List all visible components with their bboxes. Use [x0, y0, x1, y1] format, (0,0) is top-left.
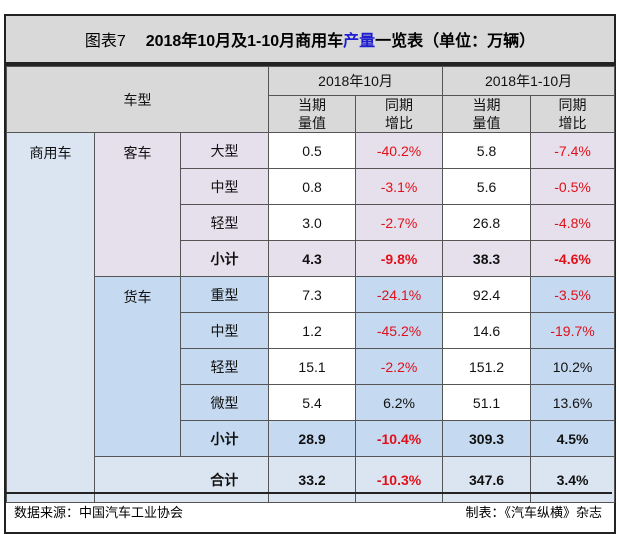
table-title: 图表7 2018年10月及1-10月商用车 产量 一览表（单位：万辆）	[4, 14, 616, 64]
subtotal-label-cell: 小计	[179, 420, 270, 457]
type-cell: 轻型	[179, 348, 270, 385]
subtotal-oct-cell: 28.9	[268, 420, 357, 457]
oct-yoy-cell: -45.2%	[355, 312, 444, 349]
oct-yoy-cell: 6.2%	[355, 384, 444, 421]
title-highlight: 产量	[343, 33, 376, 50]
header-period-oct: 2018年10月	[268, 66, 444, 96]
oct-value-cell: 15.1	[268, 348, 357, 385]
total-row: 合计 33.2 -10.3% 347.6 3.4%	[7, 456, 616, 503]
table-credit: 制表：《汽车纵横》杂志	[465, 504, 602, 520]
production-table: 车型 2018年10月 2018年1-10月 当期 量值 同期 增比 当期 量值 同期…	[5, 66, 616, 503]
table-footer: 数据来源：中国汽车工业协会 制表：《汽车纵横》杂志	[4, 492, 612, 528]
table-row: 微型 5.4 6.2% 51.1 13.6%	[7, 384, 616, 421]
oct-value-cell: 0.5	[268, 132, 357, 169]
oct-value-cell: 0.8	[268, 168, 357, 205]
header-vehicle-type: 车型	[5, 66, 270, 133]
group-cell: 货车	[94, 276, 181, 457]
type-cell: 轻型	[179, 204, 270, 241]
total-ytd-yoy-cell: 3.4%	[530, 456, 616, 503]
subtotal-ytd-yoy-cell: 4.5%	[530, 420, 616, 457]
figure-number: 图表7	[84, 33, 126, 50]
table-row: 轻型 15.1 -2.2% 151.2 10.2%	[7, 348, 616, 385]
title-text-a: 2018年10月及1-10月商用车	[145, 33, 344, 50]
oct-yoy-cell: -40.2%	[355, 132, 444, 169]
total-ytd-cell: 347.6	[442, 456, 532, 503]
total-label-cell: 合计	[180, 456, 270, 503]
oct-yoy-cell: -2.7%	[355, 204, 444, 241]
subtotal-row: 小计 28.9 -10.4% 309.3 4.5%	[7, 420, 616, 457]
title-text-b: 一览表（单位：万辆）	[375, 33, 536, 50]
oct-yoy-cell: -3.1%	[355, 168, 444, 205]
header-cur-val: 当期 量值	[442, 95, 532, 133]
group-cell: 客车	[94, 132, 181, 277]
category-cell: 商用车	[6, 132, 95, 503]
total-spacer	[94, 456, 181, 503]
data-table-frame: 车型 2018年10月 2018年1-10月 当期 量值 同期 增比 当期 量值 同期…	[4, 64, 616, 534]
data-source: 数据来源：中国汽车工业协会	[14, 504, 184, 520]
ytd-yoy-cell: 10.2%	[530, 348, 616, 385]
ytd-value-cell: 151.2	[442, 348, 532, 385]
ytd-yoy-cell: -7.4%	[530, 132, 616, 169]
oct-value-cell: 3.0	[268, 204, 357, 241]
subtotal-oct-cell: 4.3	[268, 240, 357, 277]
oct-yoy-cell: -2.2%	[355, 348, 444, 385]
oct-value-cell: 5.4	[268, 384, 357, 421]
oct-value-cell: 7.3	[268, 276, 357, 313]
header-yoy: 同期 增比	[355, 95, 444, 133]
type-cell: 中型	[179, 168, 270, 205]
ytd-yoy-cell: -4.8%	[530, 204, 616, 241]
type-cell: 重型	[179, 276, 270, 313]
ytd-yoy-cell: 13.6%	[530, 384, 616, 421]
header-period-ytd: 2018年1-10月	[442, 66, 616, 96]
oct-yoy-cell: -24.1%	[355, 276, 444, 313]
table-row: 中型 1.2 -45.2% 14.6 -19.7%	[7, 312, 616, 349]
ytd-yoy-cell: -19.7%	[530, 312, 616, 349]
table-row: 商用车 客车 大型 0.5 -40.2% 5.8 -7.4%	[6, 132, 616, 503]
total-oct-yoy-cell: -10.3%	[355, 456, 444, 503]
table-row: 中型 0.8 -3.1% 5.6 -0.5%	[7, 168, 616, 205]
ytd-value-cell: 92.4	[442, 276, 532, 313]
header-yoy: 同期 增比	[530, 95, 616, 133]
type-cell: 中型	[179, 312, 270, 349]
ytd-value-cell: 26.8	[442, 204, 532, 241]
ytd-value-cell: 5.6	[442, 168, 532, 205]
oct-value-cell: 1.2	[268, 312, 357, 349]
type-cell: 大型	[179, 132, 270, 169]
subtotal-oct-yoy-cell: -10.4%	[355, 420, 444, 457]
ytd-yoy-cell: -3.5%	[530, 276, 616, 313]
subtotal-oct-yoy-cell: -9.8%	[355, 240, 444, 277]
table-row: 货车 重型 7.3 -24.1% 92.4 -3.5%	[7, 276, 616, 457]
table-row: 轻型 3.0 -2.7% 26.8 -4.8%	[7, 204, 616, 241]
subtotal-ytd-cell: 38.3	[442, 240, 532, 277]
total-oct-cell: 33.2	[268, 456, 357, 503]
subtotal-ytd-cell: 309.3	[442, 420, 532, 457]
subtotal-row: 小计 4.3 -9.8% 38.3 -4.6%	[7, 240, 616, 277]
ytd-yoy-cell: -0.5%	[530, 168, 616, 205]
header-cur-val: 当期 量值	[268, 95, 357, 133]
type-cell: 微型	[179, 384, 270, 421]
ytd-value-cell: 14.6	[442, 312, 532, 349]
ytd-value-cell: 51.1	[442, 384, 532, 421]
ytd-value-cell: 5.8	[442, 132, 532, 169]
subtotal-label-cell: 小计	[179, 240, 270, 277]
subtotal-ytd-yoy-cell: -4.6%	[530, 240, 616, 277]
